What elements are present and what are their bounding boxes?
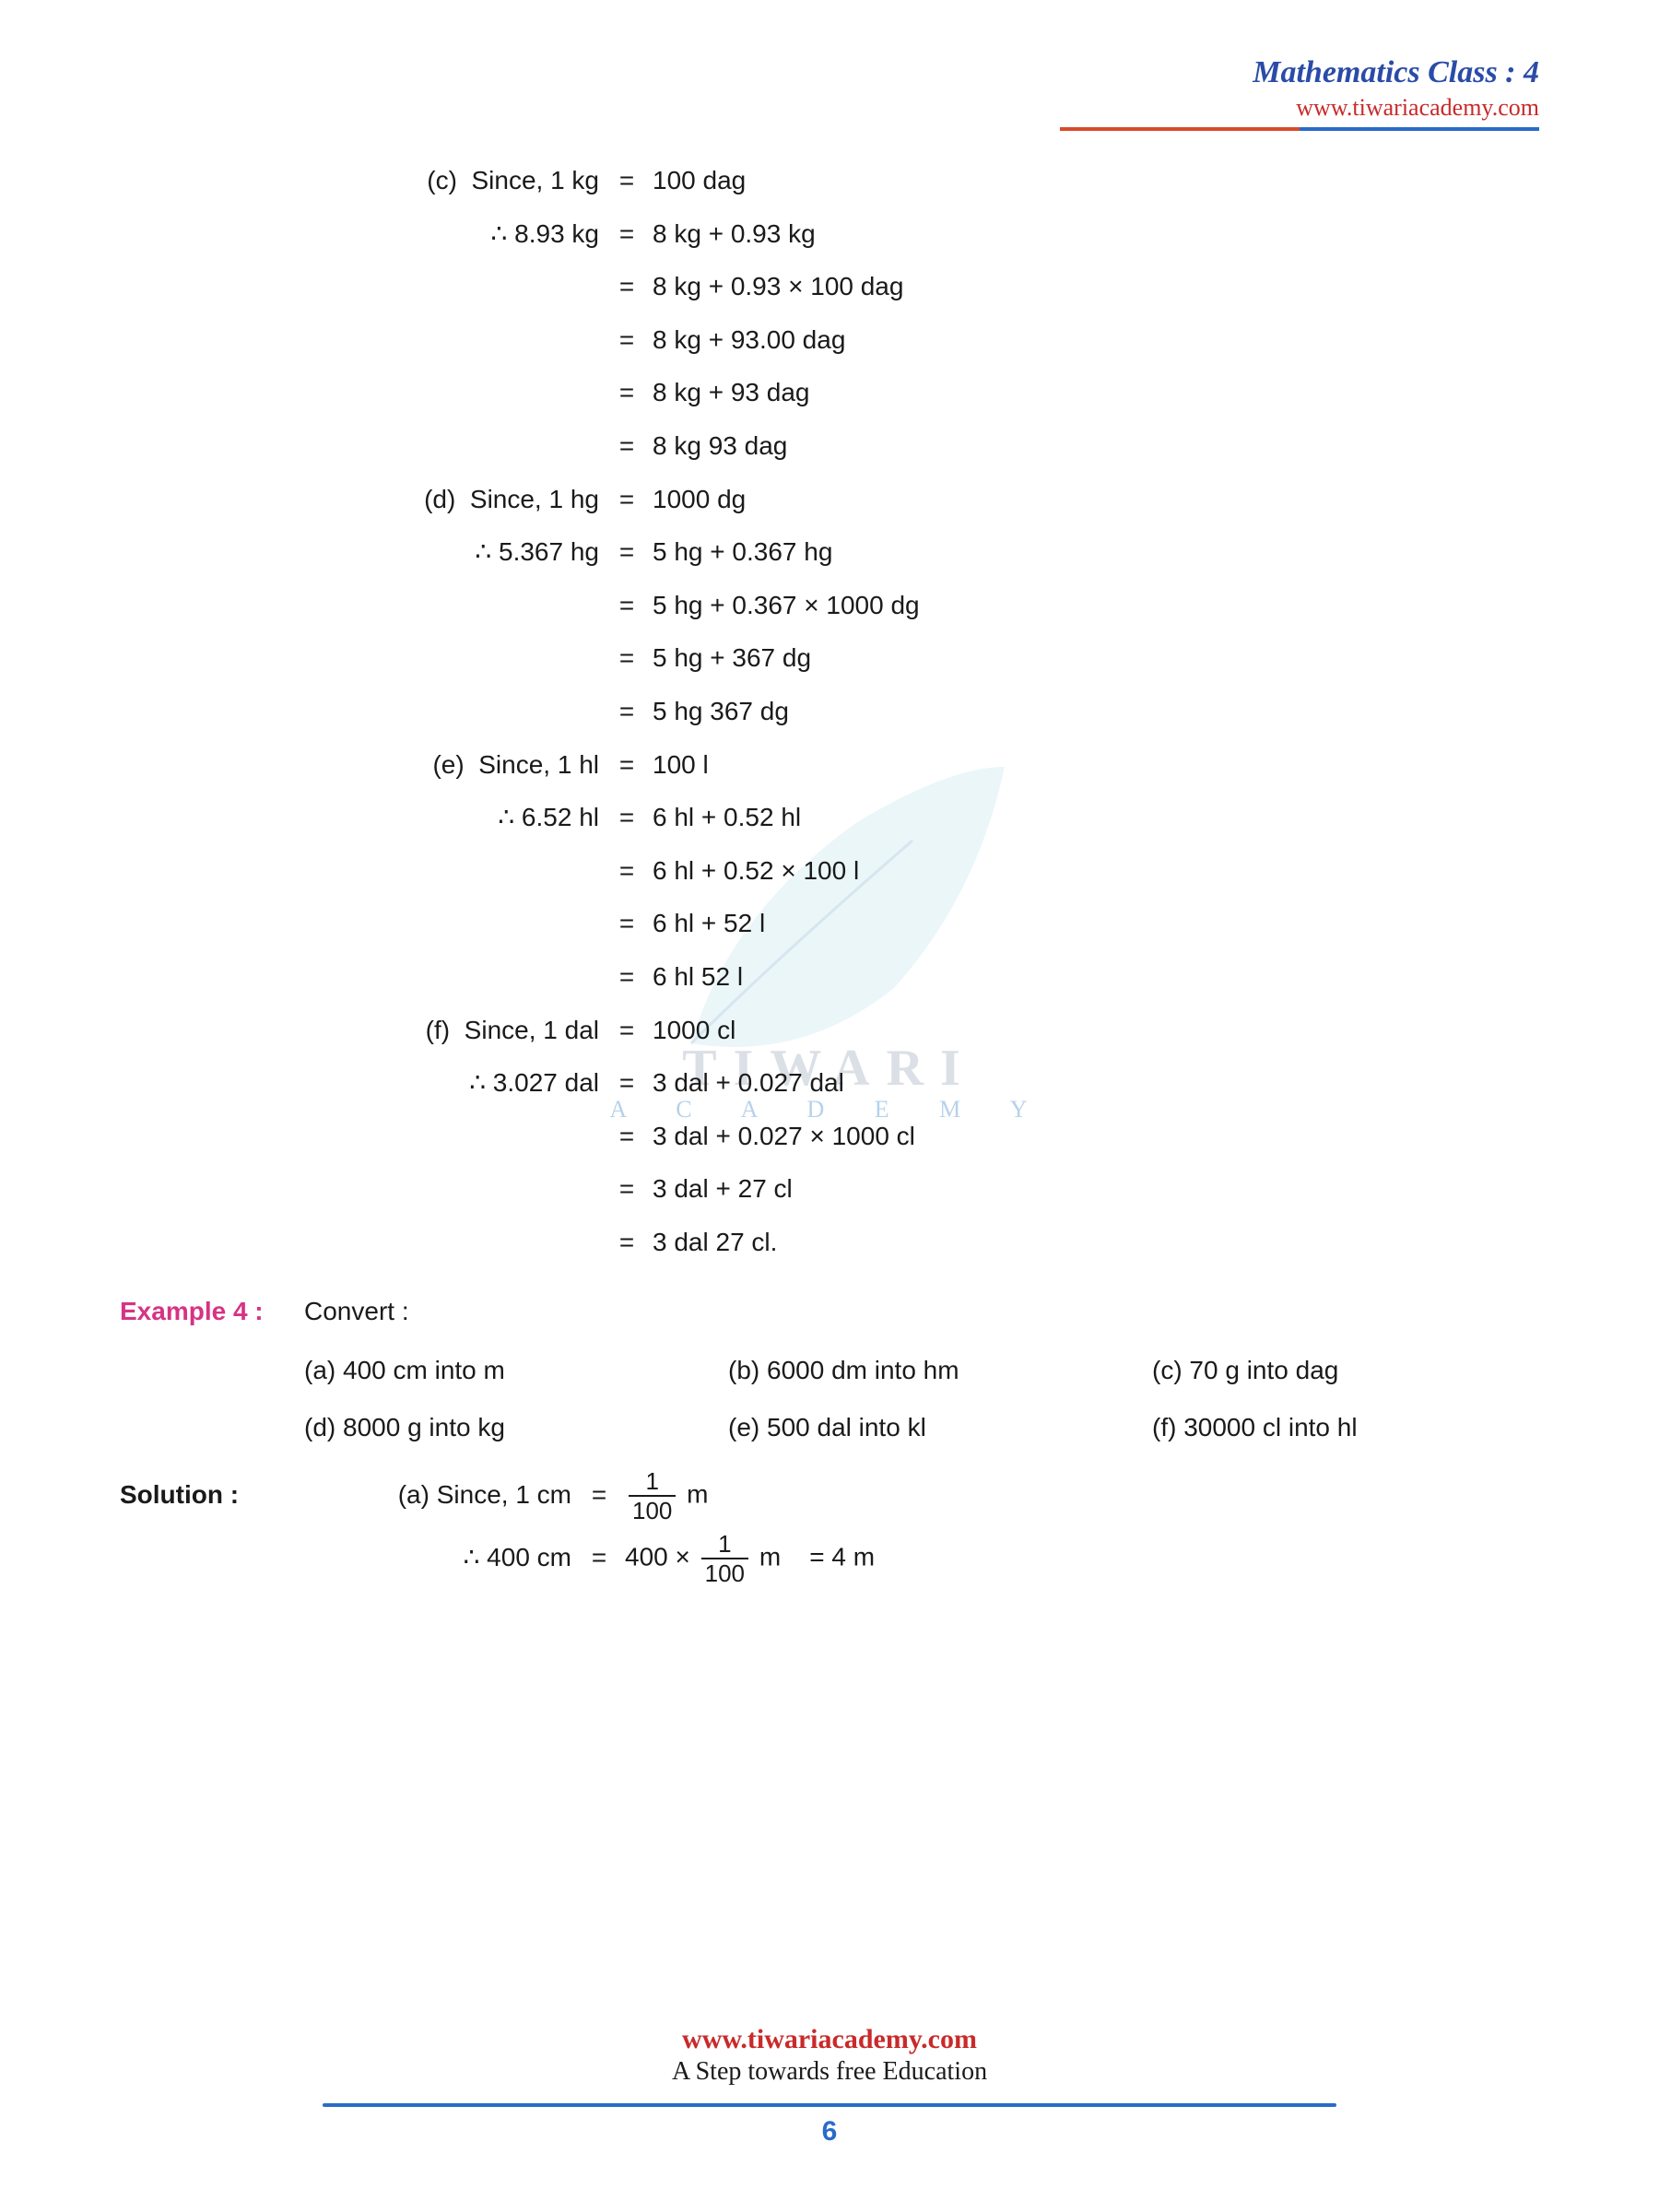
equals: = — [608, 795, 645, 840]
page-content: TIWARI A C A D E M Y (c) Since, 1 kg=100… — [120, 159, 1539, 1594]
option-d: (d) 8000 g into kg — [304, 1406, 691, 1450]
sol-a-mult: 400 × — [625, 1543, 690, 1571]
page-header: Mathematics Class : 4 www.tiwariacademy.… — [120, 55, 1539, 131]
equals: = — [608, 1008, 645, 1053]
equals: = — [608, 1220, 645, 1265]
then-c-left: ∴ 8.93 kg — [276, 212, 608, 256]
solution-4-label: Solution : — [120, 1473, 304, 1517]
equals: = — [608, 636, 645, 680]
step-c-0: 8 kg + 0.93 kg — [645, 212, 1539, 256]
then-e-left: ∴ 6.52 hl — [276, 795, 608, 840]
equals: = — [608, 955, 645, 999]
example-4-prompt: Convert : — [304, 1289, 1539, 1334]
equals: = — [608, 477, 645, 522]
equals: = — [581, 1473, 618, 1517]
step-c-3: 8 kg + 93 dag — [645, 371, 1539, 415]
step-f-3: 3 dal 27 cl. — [645, 1220, 1539, 1265]
example-4-options: (a) 400 cm into m (b) 6000 dm into hm (c… — [304, 1348, 1539, 1449]
sol-a-then-right: 400 × 1100 m = 4 m — [618, 1532, 1539, 1585]
page-number: 6 — [0, 2116, 1659, 2147]
solution-4-row: Solution : (a) Since, 1 cm = 1100 m ∴ 40… — [120, 1469, 1539, 1594]
header-rule — [1060, 127, 1539, 131]
option-c: (c) 70 g into dag — [1152, 1348, 1539, 1393]
equals: = — [608, 1167, 645, 1211]
step-c-1: 8 kg + 0.93 × 100 dag — [645, 265, 1539, 309]
equals: = — [608, 424, 645, 468]
sol-a-then-left: ∴ 400 cm — [304, 1535, 581, 1580]
header-title: Mathematics Class : 4 — [120, 55, 1539, 90]
since-c-left: Since, 1 kg — [471, 166, 599, 194]
solution-e: (e) Since, 1 hl=100 l ∴ 6.52 hl=6 hl + 0… — [120, 743, 1539, 999]
equals: = — [608, 1114, 645, 1159]
sol-a-since-left: (a) Since, 1 cm — [304, 1473, 581, 1517]
equals: = — [608, 901, 645, 946]
equals: = — [608, 743, 645, 787]
step-f-2: 3 dal + 27 cl — [645, 1167, 1539, 1211]
equals: = — [608, 689, 645, 734]
equals: = — [608, 849, 645, 893]
equals: = — [608, 159, 645, 203]
since-f-right: 1000 cl — [645, 1008, 1539, 1053]
frac-den-2: 100 — [701, 1558, 748, 1585]
equals: = — [608, 212, 645, 256]
then-f-left: ∴ 3.027 dal — [276, 1061, 608, 1105]
step-e-0: 6 hl + 0.52 hl — [645, 795, 1539, 840]
frac-num: 1 — [641, 1469, 662, 1495]
option-b: (b) 6000 dm into hm — [728, 1348, 1115, 1393]
option-a: (a) 400 cm into m — [304, 1348, 691, 1393]
label-e: (e) — [432, 750, 464, 779]
equals: = — [581, 1535, 618, 1580]
equals: = — [608, 583, 645, 628]
step-c-4: 8 kg 93 dag — [645, 424, 1539, 468]
step-d-1: 5 hg + 0.367 × 1000 dg — [645, 583, 1539, 628]
step-e-1: 6 hl + 0.52 × 100 l — [645, 849, 1539, 893]
equals: = — [608, 530, 645, 574]
example-4-header: Example 4 : Convert : — [120, 1289, 1539, 1334]
sol-a-result: = 4 m — [809, 1543, 875, 1571]
step-c-2: 8 kg + 93.00 dag — [645, 318, 1539, 362]
example-4-label: Example 4 : — [120, 1289, 304, 1334]
label-c: (c) — [427, 166, 457, 194]
footer-tag: A Step towards free Education — [0, 2057, 1659, 2087]
step-e-3: 6 hl 52 l — [645, 955, 1539, 999]
step-d-0: 5 hg + 0.367 hg — [645, 530, 1539, 574]
step-d-3: 5 hg 367 dg — [645, 689, 1539, 734]
header-link: www.tiwariacademy.com — [120, 94, 1539, 122]
since-c-right: 100 dag — [645, 159, 1539, 203]
equals: = — [608, 318, 645, 362]
since-e-right: 100 l — [645, 743, 1539, 787]
sol-a-then-unit: m — [759, 1543, 781, 1571]
step-f-0: 3 dal + 0.027 dal — [645, 1061, 1539, 1105]
solution-d: (d) Since, 1 hg=1000 dg ∴ 5.367 hg=5 hg … — [120, 477, 1539, 734]
then-d-left: ∴ 5.367 hg — [276, 530, 608, 574]
step-f-1: 3 dal + 0.027 × 1000 cl — [645, 1114, 1539, 1159]
page-footer: www.tiwariacademy.com A Step towards fre… — [0, 2024, 1659, 2147]
sol-a-since-unit: m — [687, 1480, 708, 1509]
option-e: (e) 500 dal into kl — [728, 1406, 1115, 1450]
step-d-2: 5 hg + 367 dg — [645, 636, 1539, 680]
option-f: (f) 30000 cl into hl — [1152, 1406, 1539, 1450]
solution-f: (f) Since, 1 dal=1000 cl ∴ 3.027 dal=3 d… — [120, 1008, 1539, 1265]
equals: = — [608, 1061, 645, 1105]
since-f-left: Since, 1 dal — [465, 1016, 599, 1044]
footer-rule — [323, 2103, 1336, 2107]
equals: = — [608, 371, 645, 415]
since-e-left: Since, 1 hl — [478, 750, 599, 779]
label-f: (f) — [426, 1016, 450, 1044]
step-e-2: 6 hl + 52 l — [645, 901, 1539, 946]
footer-link: www.tiwariacademy.com — [0, 2024, 1659, 2055]
solution-c: (c) Since, 1 kg=100 dag ∴ 8.93 kg=8 kg +… — [120, 159, 1539, 468]
frac-num-2: 1 — [714, 1532, 735, 1558]
since-d-right: 1000 dg — [645, 477, 1539, 522]
frac-den: 100 — [629, 1495, 676, 1523]
sol-a-since-right: 1100 m — [618, 1469, 1539, 1523]
label-d: (d) — [424, 485, 455, 513]
equals: = — [608, 265, 645, 309]
since-d-left: Since, 1 hg — [470, 485, 599, 513]
